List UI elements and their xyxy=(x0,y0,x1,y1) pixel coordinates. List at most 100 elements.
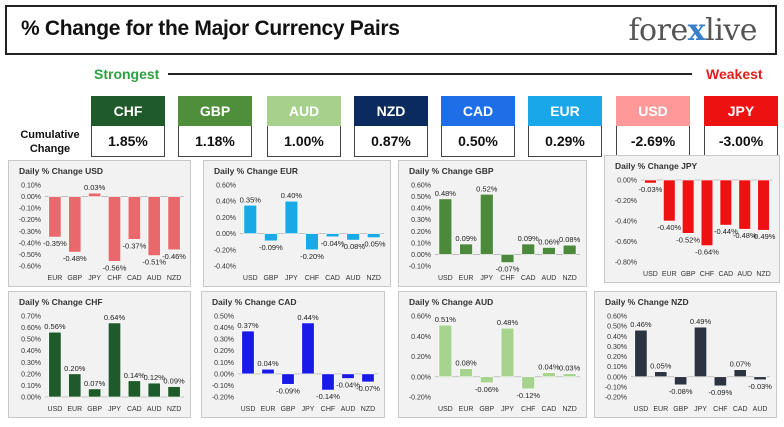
bar-data-label: -0.09% xyxy=(276,386,300,395)
currency-code: AUD xyxy=(267,96,341,126)
currency-code: GBP xyxy=(178,96,252,126)
bar xyxy=(674,376,688,386)
bar xyxy=(438,198,453,255)
bar-data-label: -0.09% xyxy=(708,388,732,397)
bar-data-label: -0.35% xyxy=(43,239,67,248)
bar xyxy=(500,254,515,263)
bar xyxy=(127,196,141,240)
x-category-label: USD xyxy=(438,275,453,282)
bar xyxy=(459,368,473,378)
bar-data-label: -0.08% xyxy=(669,387,693,396)
currency-code: CAD xyxy=(441,96,515,126)
y-tick-label: -0.10% xyxy=(19,206,41,213)
chart-title: Daily % Change EUR xyxy=(214,166,298,176)
x-category-label: GBP xyxy=(87,406,102,413)
bar xyxy=(521,243,535,255)
x-category-label: USD xyxy=(634,406,649,413)
bar xyxy=(713,376,727,387)
x-category-label: GBP xyxy=(263,275,278,282)
bar-data-label: -0.48% xyxy=(733,231,757,240)
x-category-label: EUR xyxy=(459,406,474,413)
x-category-label: USD xyxy=(243,275,258,282)
bar xyxy=(733,369,747,378)
y-tick-label: 0.30% xyxy=(214,337,234,344)
y-tick-label: 0.00% xyxy=(411,374,431,381)
x-category-label: AUD xyxy=(341,406,356,413)
bar-data-label: 0.14% xyxy=(124,371,146,380)
bar-data-label: 0.04% xyxy=(257,359,279,368)
bar-data-label: 0.09% xyxy=(163,377,185,386)
y-tick-label: 0.70% xyxy=(21,314,41,321)
x-category-label: GBP xyxy=(479,406,494,413)
x-category-label: AUD xyxy=(147,406,162,413)
bar xyxy=(346,233,360,241)
y-tick-label: 0.00% xyxy=(21,395,41,402)
bar xyxy=(88,192,102,197)
chart-panel-7: Daily % Change NZD 0.60% 0.50% 0.40% 0.30% 0.… xyxy=(594,291,777,418)
bar-data-label: 0.52% xyxy=(476,184,498,193)
bar-data-label: -0.40% xyxy=(657,223,681,232)
bar-chart-svg: Daily % Change CHF 0.70% 0.60% 0.50% 0.40% 0.… xyxy=(19,297,185,413)
y-tick-label: 0.60% xyxy=(411,314,431,321)
chart-panel-0: Daily % Change USD 0.10% 0.00% -0.10% -0.20%… xyxy=(8,160,191,287)
bar-chart-svg: Daily % Change AUD 0.60% 0.40% 0.20% 0.00% -0… xyxy=(409,297,581,413)
y-tick-label: 0.00% xyxy=(617,178,637,185)
forexlive-logo: forexlive xyxy=(628,13,757,48)
x-category-label: CAD xyxy=(127,275,142,282)
bar-data-label: -0.20% xyxy=(300,252,324,261)
y-tick-label: 0.00% xyxy=(21,194,41,201)
cumulative-change-value: 1.00% xyxy=(267,126,341,157)
chart-panel-6: Daily % Change AUD 0.60% 0.40% 0.20% 0.00% -0… xyxy=(398,291,587,418)
y-tick-label: 0.40% xyxy=(411,206,431,213)
bar xyxy=(243,204,257,234)
bar xyxy=(459,243,473,255)
y-tick-label: 0.20% xyxy=(214,348,234,355)
x-category-label: EUR xyxy=(459,275,474,282)
bar-data-label: 0.37% xyxy=(237,321,259,330)
x-category-label: CHF xyxy=(321,406,335,413)
chart-title: Daily % Change CHF xyxy=(19,297,103,307)
x-category-label: USD xyxy=(48,406,63,413)
bar xyxy=(48,196,62,238)
bar xyxy=(108,322,121,398)
y-tick-label: 0.10% xyxy=(21,383,41,390)
y-tick-label: -0.10% xyxy=(409,264,431,271)
bar-chart-svg: Daily % Change GBP 0.60% 0.50% 0.40% 0.30% 0.… xyxy=(409,166,581,282)
bar xyxy=(738,179,751,230)
x-category-label: AUD xyxy=(542,275,557,282)
y-tick-label: -0.40% xyxy=(615,219,637,226)
currency-code: CHF xyxy=(91,96,165,126)
x-category-label: JPY xyxy=(480,275,493,282)
x-category-label: CHF xyxy=(521,406,535,413)
bar-data-label: 0.64% xyxy=(104,313,126,322)
x-category-label: CHF xyxy=(305,275,319,282)
y-tick-label: 0.50% xyxy=(411,194,431,201)
x-category-label: CHF xyxy=(107,275,121,282)
bar xyxy=(321,373,335,391)
y-tick-label: 0.60% xyxy=(21,325,41,332)
chart-panel-3: Daily % Change JPY 0.00% -0.20% -0.40% -0.60… xyxy=(604,155,780,283)
y-tick-label: -0.20% xyxy=(605,395,627,402)
x-category-label: GBP xyxy=(281,406,296,413)
y-tick-label: 0.50% xyxy=(214,314,234,321)
x-category-label: JPY xyxy=(108,406,121,413)
bar xyxy=(681,179,695,234)
bar xyxy=(521,376,535,390)
y-tick-label: -0.20% xyxy=(19,217,41,224)
bar-data-label: 0.09% xyxy=(455,234,477,243)
cumulative-change-label: Cumulative Change xyxy=(20,129,80,155)
bar-data-label: 0.08% xyxy=(559,235,581,244)
chart-title: Daily % Change JPY xyxy=(615,161,698,171)
y-tick-label: 0.10% xyxy=(21,183,41,190)
bar-data-label: -0.09% xyxy=(259,243,283,252)
bar-data-label: 0.03% xyxy=(84,183,106,192)
currency-box-gbp: GBP 1.18% xyxy=(178,96,252,157)
x-category-label: CAD xyxy=(325,275,340,282)
bar xyxy=(361,373,375,383)
chart-title: Daily % Change CAD xyxy=(212,297,297,307)
cumulative-change-value: 1.85% xyxy=(91,126,165,157)
x-category-label: AUD xyxy=(147,275,162,282)
currency-code: USD xyxy=(616,96,690,126)
x-category-label: JPY xyxy=(88,275,101,282)
x-category-label: CAD xyxy=(127,406,142,413)
